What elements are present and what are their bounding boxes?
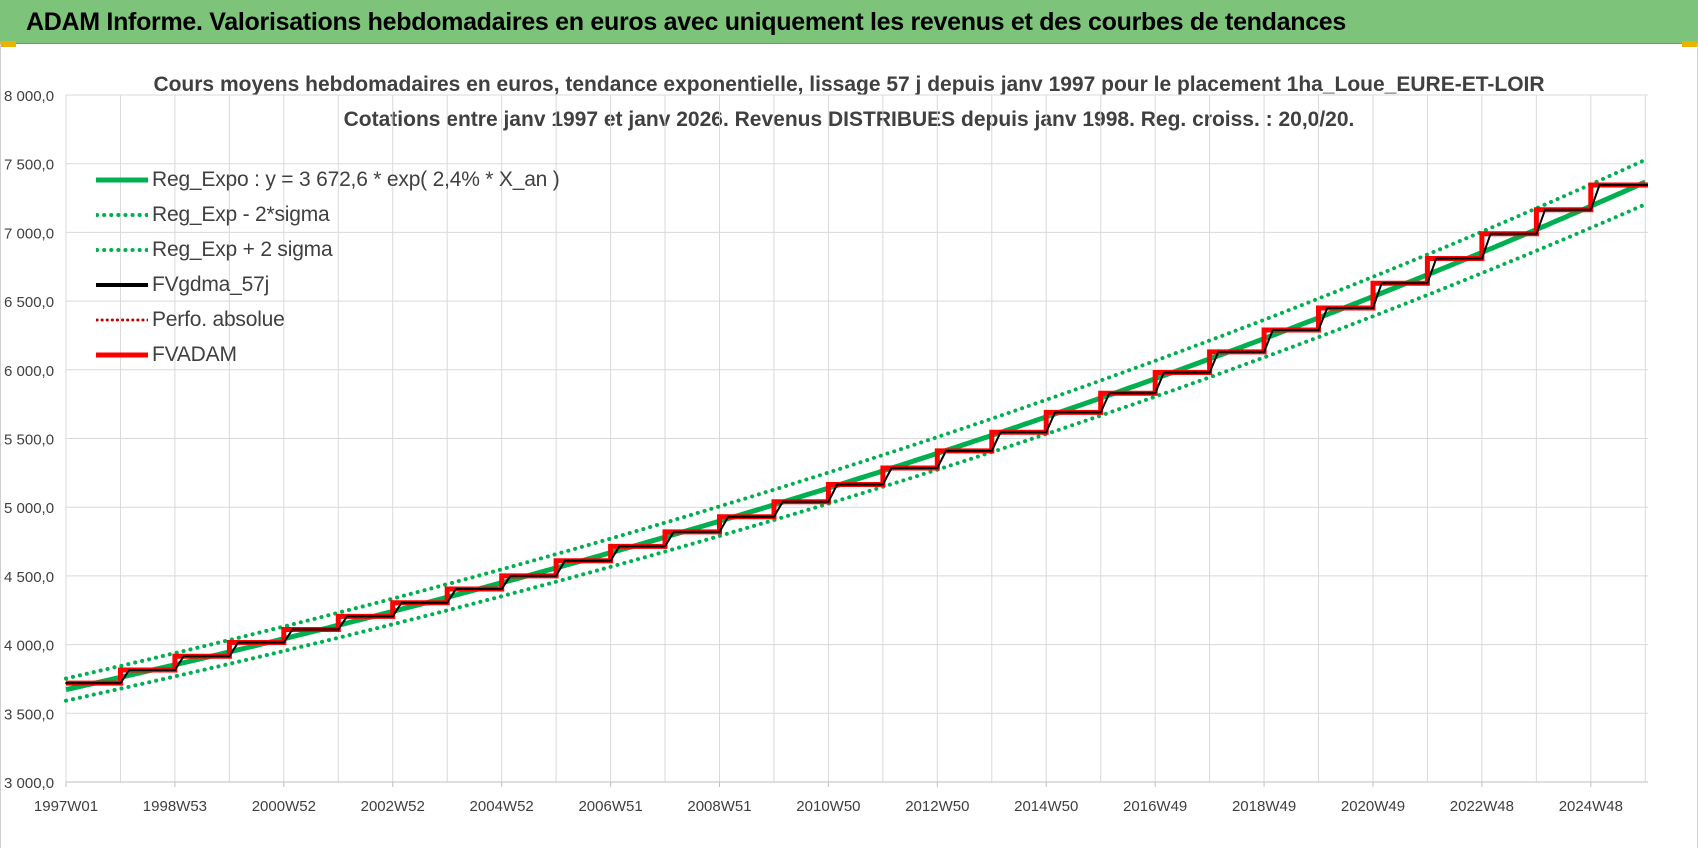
chart-title-line2: Cotations entre janv 1997 et janv 2026. … xyxy=(344,108,1355,131)
y-tick-label: 4 000,0 xyxy=(4,638,54,655)
y-tick-label: 3 500,0 xyxy=(4,706,54,723)
x-tick-label: 2002W52 xyxy=(361,798,425,815)
banner-title: ADAM Informe. Valorisations hebdomadaire… xyxy=(26,8,1347,36)
legend-label-fvgdma: FVgdma_57j xyxy=(152,272,270,296)
y-tick-label: 5 500,0 xyxy=(4,432,54,449)
x-tick-label: 1998W53 xyxy=(143,798,207,815)
x-tick-label: 2022W48 xyxy=(1450,798,1514,815)
y-tick-label: 5 000,0 xyxy=(4,500,54,517)
legend-swatch-fvgdma xyxy=(96,282,148,287)
x-tick-label: 2012W50 xyxy=(905,798,969,815)
legend-label-perfo: Perfo. absolue xyxy=(152,307,285,331)
legend-label-fvadam: FVADAM xyxy=(152,342,237,366)
series-reg-exp-plus xyxy=(64,157,1648,681)
y-tick-label: 3 000,0 xyxy=(4,775,54,792)
legend-item-fvgdma: FVgdma_57j xyxy=(96,267,560,302)
legend-swatch-perfo xyxy=(96,318,148,321)
banner: ADAM Informe. Valorisations hebdomadaire… xyxy=(0,0,1698,44)
legend: Reg_Expo : y = 3 672,6 * exp( 2,4% * X_a… xyxy=(96,162,560,372)
legend-label-reg-expo: Reg_Expo : y = 3 672,6 * exp( 2,4% * X_a… xyxy=(152,167,560,191)
y-tick-label: 6 500,0 xyxy=(4,294,54,311)
legend-swatch-reg-exp-minus xyxy=(96,212,148,217)
x-tick-label: 2000W52 xyxy=(252,798,316,815)
x-tick-label: 2006W51 xyxy=(578,798,642,815)
grid xyxy=(65,94,1648,783)
legend-label-reg-exp-minus: Reg_Exp - 2*sigma xyxy=(152,202,330,226)
x-tick-label: 2014W50 xyxy=(1014,798,1078,815)
series-lines xyxy=(64,157,1649,703)
y-tick-label: 8 000,0 xyxy=(4,88,54,105)
y-tick-label: 7 000,0 xyxy=(4,225,54,242)
series-reg-exp-minus xyxy=(64,202,1648,703)
x-tick-label: 2024W48 xyxy=(1559,798,1623,815)
legend-item-perfo: Perfo. absolue xyxy=(96,302,560,337)
series-fvgdma xyxy=(66,184,1648,685)
legend-label-reg-exp-plus: Reg_Exp + 2 sigma xyxy=(152,237,333,261)
x-axis-ticks: 1997W01 1998W53 2000W52 2002W52 2004W52 2006W… xyxy=(34,782,1623,815)
legend-item-fvadam: FVADAM xyxy=(96,337,560,372)
x-tick-label: 2020W49 xyxy=(1341,798,1405,815)
corner-marker-left xyxy=(0,41,16,47)
legend-item-reg-exp-minus: Reg_Exp - 2*sigma xyxy=(96,197,560,232)
x-tick-label: 2010W50 xyxy=(796,798,860,815)
y-tick-label: 6 000,0 xyxy=(4,363,54,380)
legend-swatch-fvadam xyxy=(96,352,148,357)
x-tick-label: 2016W49 xyxy=(1123,798,1187,815)
chart: Cours moyens hebdomadaires en euros, ten… xyxy=(4,73,1649,815)
x-tick-label: 2008W51 xyxy=(687,798,751,815)
x-tick-label: 2004W52 xyxy=(470,798,534,815)
y-axis-ticks: 3 000,0 3 500,0 4 000,0 4 500,0 5 000,0 5 500… xyxy=(4,88,54,792)
legend-swatch-reg-exp-plus xyxy=(96,247,148,252)
legend-item-reg-expo: Reg_Expo : y = 3 672,6 * exp( 2,4% * X_a… xyxy=(96,162,560,197)
legend-swatch-reg-expo xyxy=(96,177,148,182)
x-tick-label: 1997W01 xyxy=(34,798,98,815)
corner-marker-right xyxy=(1682,41,1698,47)
y-tick-label: 7 500,0 xyxy=(4,157,54,174)
x-tick-label: 2018W49 xyxy=(1232,798,1296,815)
chart-title-line1: Cours moyens hebdomadaires en euros, ten… xyxy=(153,73,1544,96)
y-tick-label: 4 500,0 xyxy=(4,569,54,586)
legend-item-reg-exp-plus: Reg_Exp + 2 sigma xyxy=(96,232,560,267)
